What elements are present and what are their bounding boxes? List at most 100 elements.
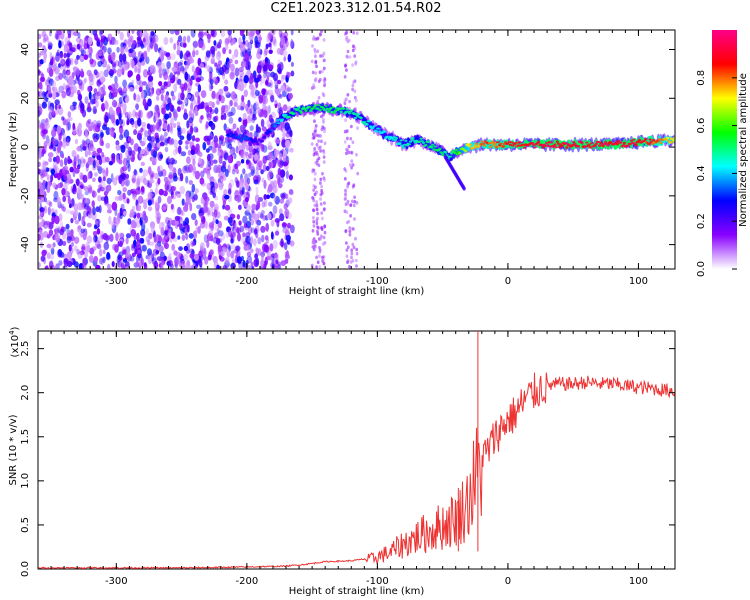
noise-cell xyxy=(83,78,87,83)
noise-cell xyxy=(192,171,196,177)
noise-cell xyxy=(162,99,166,107)
noise-cell xyxy=(63,157,68,166)
noise-cell xyxy=(314,133,318,137)
noise-cell xyxy=(283,56,287,62)
noise-cell xyxy=(133,217,140,224)
noise-cell xyxy=(176,206,182,216)
noise-cell xyxy=(97,195,102,202)
noise-cell xyxy=(74,58,79,65)
noise-cell xyxy=(67,111,72,118)
noise-cell xyxy=(234,59,239,65)
noise-cell xyxy=(137,68,141,74)
noise-cell xyxy=(81,109,87,118)
ridge-cell xyxy=(666,136,670,140)
noise-cell xyxy=(99,87,102,95)
noise-cell xyxy=(260,253,265,261)
noise-cell xyxy=(165,52,171,58)
noise-cell xyxy=(89,247,95,255)
noise-cell xyxy=(180,151,187,157)
noise-cell xyxy=(77,251,83,259)
ridge-cell xyxy=(453,151,457,155)
noise-cell xyxy=(193,253,199,261)
noise-cell xyxy=(122,79,127,88)
noise-cell xyxy=(200,115,204,120)
noise-cell xyxy=(267,184,273,193)
noise-cell xyxy=(210,45,216,55)
noise-cell xyxy=(158,222,165,231)
noise-cell xyxy=(226,243,231,250)
noise-cell xyxy=(285,250,289,258)
noise-cell xyxy=(82,140,88,150)
noise-cell xyxy=(267,152,273,161)
ridge-cell xyxy=(541,145,545,149)
noise-cell xyxy=(227,61,231,69)
noise-cell xyxy=(348,265,351,269)
noise-cell xyxy=(113,88,119,95)
noise-cell xyxy=(45,79,50,85)
noise-cell xyxy=(123,63,129,71)
noise-cell xyxy=(280,238,284,248)
noise-cell xyxy=(176,106,181,112)
noise-cell xyxy=(77,32,81,39)
colorbar-tick-label: 0.0 xyxy=(696,261,707,277)
noise-cell xyxy=(318,250,322,254)
noise-cell xyxy=(250,248,254,253)
noise-cell xyxy=(71,242,74,247)
noise-cell xyxy=(290,224,295,234)
noise-cell xyxy=(230,70,235,78)
noise-cell xyxy=(260,225,266,233)
noise-cell xyxy=(84,190,90,196)
noise-cell xyxy=(67,33,72,39)
noise-cell xyxy=(222,160,227,166)
noise-cell xyxy=(160,260,164,269)
noise-cell xyxy=(88,186,93,194)
noise-cell xyxy=(242,232,246,237)
noise-cell xyxy=(63,47,67,53)
noise-cell xyxy=(71,197,75,207)
noise-cell xyxy=(93,69,98,76)
noise-cell xyxy=(118,232,123,239)
noise-cell xyxy=(125,266,129,269)
noise-cell xyxy=(193,70,197,80)
noise-cell xyxy=(260,169,264,175)
noise-cell xyxy=(54,215,60,225)
noise-cell xyxy=(73,203,79,212)
noise-cell xyxy=(274,99,278,105)
y-tick-label: 1.0 xyxy=(20,473,31,489)
noise-cell xyxy=(212,187,218,194)
ridge-cell xyxy=(432,148,436,151)
noise-cell xyxy=(243,118,248,127)
noise-cell xyxy=(44,220,50,226)
noise-cell xyxy=(140,43,145,49)
noise-cell xyxy=(169,157,175,165)
noise-cell xyxy=(182,166,187,174)
noise-cell xyxy=(65,223,70,230)
noise-cell xyxy=(311,44,314,48)
noise-cell xyxy=(118,159,123,165)
noise-cell xyxy=(261,126,267,132)
ridge-cell xyxy=(587,143,591,146)
noise-cell xyxy=(255,89,260,97)
noise-cell xyxy=(269,192,276,199)
noise-cell xyxy=(221,246,226,254)
noise-cell xyxy=(79,193,84,200)
noise-cell xyxy=(156,95,160,101)
noise-cell xyxy=(286,87,293,92)
noise-cell xyxy=(199,264,203,269)
noise-cell xyxy=(268,64,274,70)
noise-cell xyxy=(353,89,357,93)
ridge-cell xyxy=(344,110,348,114)
noise-cell xyxy=(122,186,127,193)
noise-cell xyxy=(187,164,194,173)
noise-cell xyxy=(220,114,225,121)
noise-cell xyxy=(85,133,89,139)
noise-cell xyxy=(78,122,82,132)
ridge-cell xyxy=(477,145,481,148)
noise-cell xyxy=(139,80,144,90)
noise-cell xyxy=(51,126,56,131)
noise-cell xyxy=(59,159,64,168)
noise-cell xyxy=(264,235,269,241)
noise-cell xyxy=(251,30,256,36)
noise-cell xyxy=(54,228,60,234)
